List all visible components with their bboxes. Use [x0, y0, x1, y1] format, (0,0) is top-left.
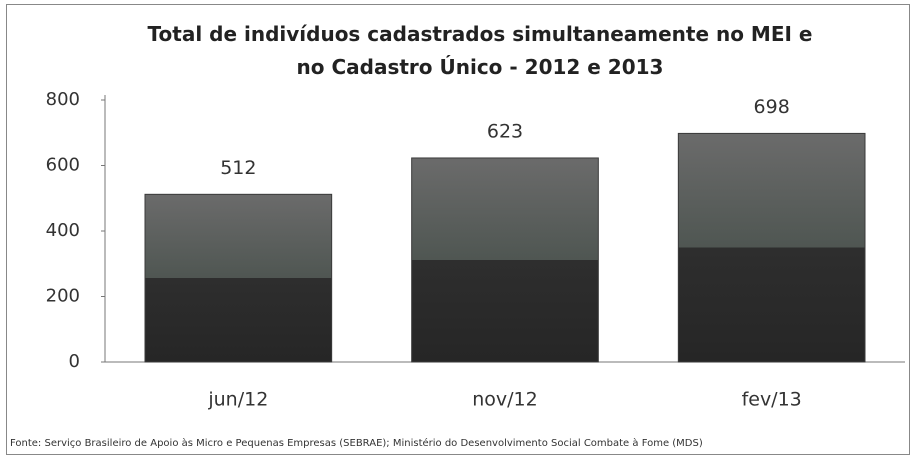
y-tick-label: 600	[46, 155, 80, 176]
y-tick-label: 800	[46, 89, 80, 110]
y-tick-label: 200	[46, 286, 80, 307]
value-label: 623	[487, 120, 523, 142]
y-tick-label: 400	[46, 220, 80, 241]
source-note: Fonte: Serviço Brasileiro de Apoio às Mi…	[10, 438, 703, 449]
x-tick-label: jun/12	[207, 389, 268, 411]
chart-title: Total de indivíduos cadastrados simultan…	[147, 22, 813, 79]
y-tick-label: 0	[69, 351, 80, 372]
bar	[677, 132, 866, 363]
x-tick-label: nov/12	[472, 389, 538, 411]
value-label: 698	[754, 96, 790, 118]
bar	[411, 157, 599, 363]
value-label: 512	[220, 157, 256, 179]
bar	[144, 193, 333, 363]
chart-frame	[6, 4, 910, 455]
x-tick-label: fev/13	[742, 389, 802, 411]
